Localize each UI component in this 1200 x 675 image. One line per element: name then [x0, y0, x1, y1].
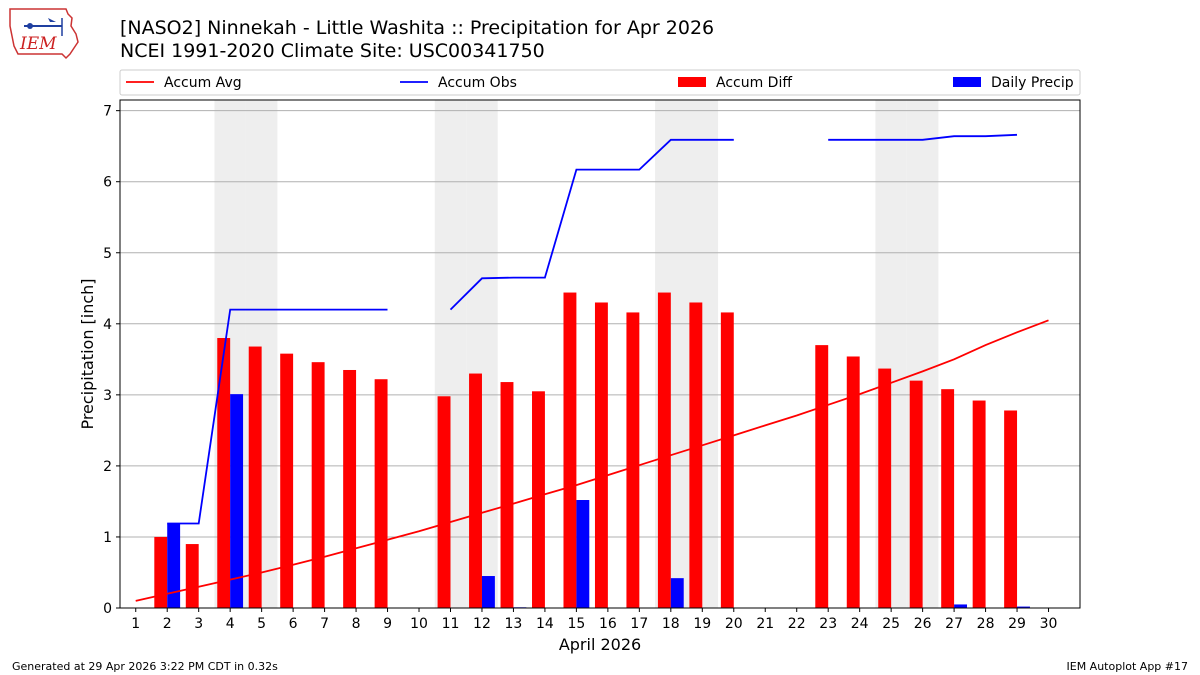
legend: Accum Avg Accum Obs Accum Diff Daily Precip: [119, 69, 1081, 96]
x-tick-label: 5: [257, 616, 266, 632]
x-tick-label: 3: [194, 616, 203, 632]
logo-text: IEM: [19, 34, 57, 54]
daily-precip-bar: [481, 576, 495, 608]
x-tick-label: 27: [945, 616, 963, 632]
accum-diff-bar: [532, 391, 545, 608]
daily-precip-bar: [167, 523, 181, 608]
daily-precip-bar: [954, 604, 968, 608]
legend-box: [119, 69, 1081, 96]
app-id: IEM Autoplot App #17: [1066, 660, 1189, 673]
x-tick-label: 18: [662, 616, 680, 632]
accum-diff-bar: [657, 292, 671, 608]
x-tick-label: 29: [1008, 616, 1026, 632]
accum-diff-bar: [594, 302, 608, 608]
x-tick-label: 6: [289, 616, 298, 632]
series-lines: [135, 133, 1049, 602]
accum-diff-bar: [689, 302, 703, 608]
y-tick-label: 2: [103, 459, 112, 475]
x-tick-label: 11: [442, 616, 460, 632]
accum-diff-bar: [720, 312, 734, 608]
x-tick-label: 9: [383, 616, 392, 632]
accum-diff-bar: [311, 362, 325, 608]
accum-diff-bar: [941, 389, 955, 608]
accum-diff-bar: [500, 382, 514, 608]
accum-diff-bar: [878, 368, 892, 608]
y-tick-label: 5: [103, 246, 112, 262]
y-axis: 0 1 2 3 4 5 6 7: [103, 104, 120, 617]
x-tick-label: 22: [788, 616, 806, 632]
legend-label: Accum Avg: [164, 75, 242, 91]
daily-precip-bar: [576, 500, 590, 608]
x-tick-label: 12: [473, 616, 491, 632]
y-tick-label: 7: [103, 104, 112, 120]
chart-subtitle: NCEI 1991-2020 Climate Site: USC00341750: [120, 40, 545, 62]
accum-diff-bar: [280, 353, 294, 608]
x-tick-label: 25: [882, 616, 900, 632]
accum-diff-bar: [248, 346, 262, 608]
accum-obs-line: [449, 138, 734, 311]
accum-diff-bar: [469, 373, 482, 608]
x-tick-label: 16: [599, 616, 617, 632]
accum-diff-bar: [909, 380, 923, 608]
x-axis: 1 2 3 4 5 6 7 8 9 10 11 12 13 14 15 16 17 18 19 20 21 22 23 24 2…: [131, 608, 1057, 632]
x-tick-label: 24: [851, 616, 869, 632]
y-tick-label: 1: [103, 530, 112, 546]
legend-swatch: [953, 77, 981, 87]
accum-diff-bar: [217, 338, 231, 608]
accum-diff-bar: [154, 536, 168, 608]
iem-logo: IEM: [6, 6, 82, 64]
plot-frame: [119, 99, 1081, 609]
x-tick-label: 17: [630, 616, 648, 632]
x-tick-label: 13: [505, 616, 523, 632]
accum-diff-bar: [815, 345, 829, 608]
daily-precip-bar: [230, 394, 244, 608]
accum-diff-bar: [374, 379, 388, 608]
x-tick-label: 21: [756, 616, 774, 632]
daily-precip-bar: [670, 578, 684, 608]
accum-diff-bar: [846, 356, 860, 608]
x-tick-label: 7: [320, 616, 329, 632]
bars: [154, 292, 1030, 609]
accum-diff-bar: [343, 369, 357, 608]
x-tick-label: 1: [131, 616, 140, 632]
legend-label: Accum Obs: [438, 75, 517, 91]
x-tick-label: 20: [725, 616, 743, 632]
x-tick-label: 26: [914, 616, 932, 632]
x-tick-label: 2: [163, 616, 172, 632]
accum-diff-bar: [1004, 410, 1018, 608]
chart-title: [NASO2] Ninnekah - Little Washita :: Pre…: [120, 17, 715, 39]
x-tick-label: 10: [410, 616, 428, 632]
accum-avg-line: [135, 319, 1049, 602]
accum-diff-bar: [563, 292, 577, 608]
x-tick-label: 8: [352, 616, 361, 632]
x-tick-label: 30: [1040, 616, 1058, 632]
generated-timestamp: Generated at 29 Apr 2026 3:22 PM CDT in …: [12, 660, 278, 673]
accum-obs-line: [828, 133, 1018, 141]
accum-diff-bar: [185, 544, 199, 608]
legend-label: Daily Precip: [991, 75, 1074, 91]
x-tick-label: 14: [536, 616, 554, 632]
y-axis-label: Precipitation [inch]: [78, 278, 97, 429]
legend-label: Accum Diff: [716, 75, 792, 91]
y-tick-label: 6: [103, 175, 112, 191]
legend-swatch: [678, 77, 706, 87]
x-tick-label: 23: [819, 616, 837, 632]
accum-diff-bar: [972, 400, 986, 608]
x-tick-label: 15: [567, 616, 585, 632]
daily-precip-bar: [1017, 606, 1030, 608]
x-axis-label: April 2026: [559, 635, 641, 654]
x-tick-label: 19: [693, 616, 711, 632]
x-tick-label: 28: [977, 616, 995, 632]
x-tick-label: 4: [226, 616, 235, 632]
y-tick-label: 3: [103, 388, 112, 404]
accum-obs-line: [167, 308, 388, 525]
y-tick-label: 4: [103, 317, 112, 333]
y-tick-label: 0: [103, 601, 112, 617]
accum-diff-bar: [626, 312, 640, 608]
accum-diff-bar: [437, 396, 451, 608]
